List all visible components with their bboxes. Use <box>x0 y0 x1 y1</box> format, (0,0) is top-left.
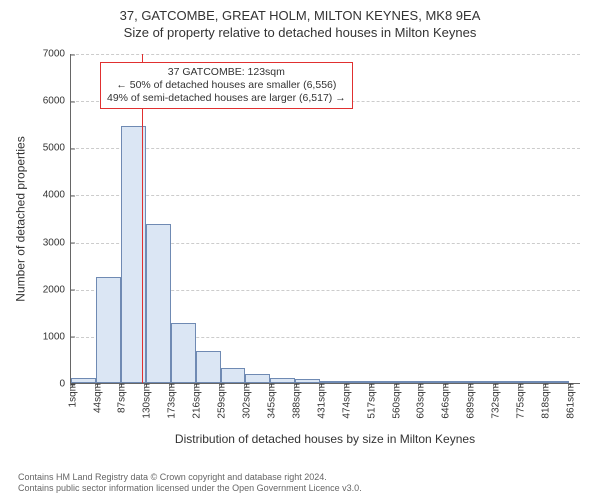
y-tick-label: 1000 <box>43 331 71 342</box>
x-tick-label: 517sqm <box>364 383 377 419</box>
marker-info-box: 37 GATCOMBE: 123sqm ← 50% of detached ho… <box>100 62 353 109</box>
x-tick-label: 216sqm <box>190 383 203 419</box>
x-tick-label: 130sqm <box>140 383 153 419</box>
info-line-larger: 49% of semi-detached houses are larger (… <box>107 92 346 105</box>
gridline <box>71 148 580 149</box>
x-tick-label: 431sqm <box>314 383 327 419</box>
y-tick-label: 6000 <box>43 96 71 107</box>
y-tick-label: 2000 <box>43 284 71 295</box>
histogram-bar <box>171 323 196 383</box>
x-tick-label: 646sqm <box>439 383 452 419</box>
histogram-bar <box>221 368 246 383</box>
x-tick-label: 302sqm <box>240 383 253 419</box>
x-tick-label: 732sqm <box>489 383 502 419</box>
info-line-property: 37 GATCOMBE: 123sqm <box>107 66 346 79</box>
footer-line-2: Contains public sector information licen… <box>18 483 590 494</box>
y-axis-label: Number of detached properties <box>14 54 28 384</box>
x-tick-label: 259sqm <box>215 383 228 419</box>
gridline <box>71 54 580 55</box>
figure-container: 37, GATCOMBE, GREAT HOLM, MILTON KEYNES,… <box>0 0 600 500</box>
x-tick-label: 87sqm <box>115 383 128 413</box>
x-tick-label: 388sqm <box>289 383 302 419</box>
y-tick-label: 3000 <box>43 237 71 248</box>
y-tick-label: 7000 <box>43 49 71 60</box>
histogram-bar <box>146 224 171 383</box>
x-tick-label: 603sqm <box>414 383 427 419</box>
x-tick-label: 560sqm <box>389 383 402 419</box>
x-tick-label: 173sqm <box>165 383 178 419</box>
x-tick-label: 818sqm <box>539 383 552 419</box>
x-tick-label: 345sqm <box>264 383 277 419</box>
footer-attribution: Contains HM Land Registry data © Crown c… <box>18 472 590 494</box>
x-axis-label: Distribution of detached houses by size … <box>70 432 580 446</box>
x-tick-label: 474sqm <box>339 383 352 419</box>
x-tick-label: 689sqm <box>464 383 477 419</box>
gridline <box>71 195 580 196</box>
info-line-smaller: ← 50% of detached houses are smaller (6,… <box>107 79 346 92</box>
histogram-bar <box>196 351 221 383</box>
title-super: 37, GATCOMBE, GREAT HOLM, MILTON KEYNES,… <box>0 0 600 23</box>
y-axis-label-text: Number of detached properties <box>14 136 28 301</box>
y-tick-label: 5000 <box>43 143 71 154</box>
y-tick-label: 4000 <box>43 190 71 201</box>
x-tick-label: 44sqm <box>90 383 103 413</box>
histogram-bar <box>96 277 121 383</box>
footer-line-1: Contains HM Land Registry data © Crown c… <box>18 472 590 483</box>
x-tick-label: 861sqm <box>563 383 576 419</box>
title-sub: Size of property relative to detached ho… <box>0 23 600 40</box>
x-tick-label: 775sqm <box>514 383 527 419</box>
x-tick-label: 1sqm <box>65 383 78 407</box>
histogram-bar <box>245 374 270 383</box>
